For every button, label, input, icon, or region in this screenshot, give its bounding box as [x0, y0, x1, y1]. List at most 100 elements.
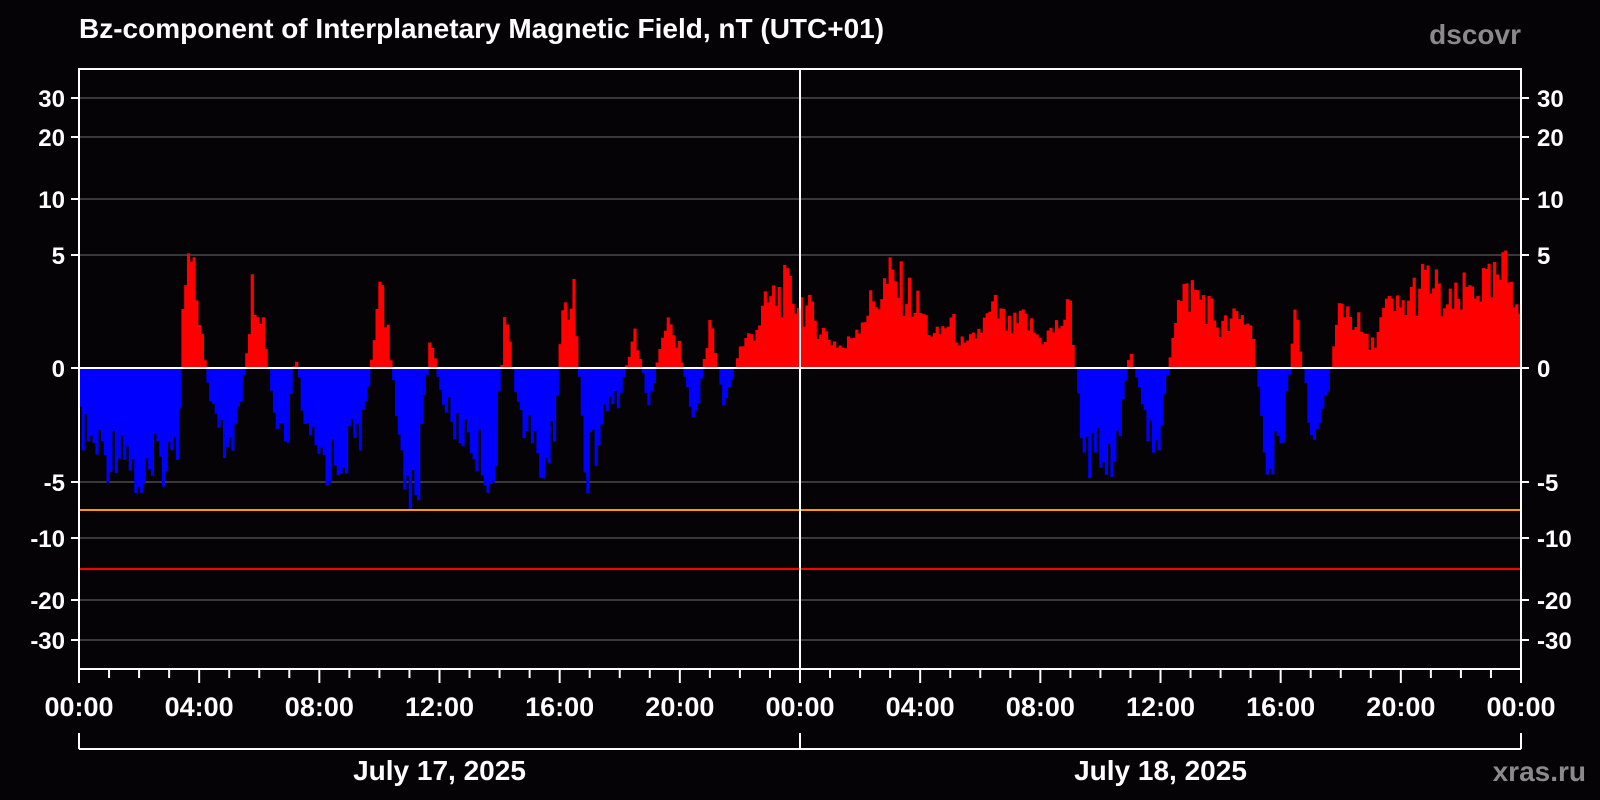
bz-bar	[236, 368, 241, 407]
bz-bar	[1371, 337, 1375, 368]
bz-bar	[944, 328, 948, 368]
bz-bar	[533, 368, 537, 431]
bz-bar	[1121, 368, 1125, 400]
bz-bar	[1415, 315, 1419, 368]
bz-bar	[455, 368, 460, 413]
bz-bar	[572, 279, 576, 368]
bz-bar	[1021, 309, 1025, 368]
y-tick-label-right: -5	[1537, 470, 1558, 497]
bz-bar	[819, 334, 823, 368]
bz-bar	[328, 368, 332, 483]
bz-bar	[1124, 368, 1128, 381]
bz-bar	[749, 334, 754, 368]
bz-bar	[919, 312, 923, 368]
bz-bar	[1501, 252, 1505, 368]
y-tick-label-left: -30	[30, 628, 65, 655]
bz-bar	[317, 368, 321, 454]
bz-bar	[1066, 299, 1070, 368]
bz-bar	[153, 368, 157, 434]
bz-bar	[946, 326, 950, 368]
bz-bar	[436, 368, 440, 377]
bz-bar	[1176, 299, 1181, 368]
bz-bar	[1149, 368, 1153, 421]
bz-bar	[411, 368, 415, 471]
y-tick-label-right: 5	[1537, 243, 1550, 270]
y-tick-label-left: 0	[52, 356, 65, 383]
x-tick-label: 16:00	[1246, 692, 1315, 722]
bz-bar	[935, 326, 939, 368]
bz-bar	[475, 368, 479, 472]
bz-bar	[1057, 328, 1061, 368]
bz-bar	[1470, 286, 1475, 368]
bz-bar	[117, 368, 121, 459]
bz-bar	[1390, 298, 1394, 368]
bz-bar	[824, 331, 828, 368]
bz-bar	[353, 368, 357, 438]
bz-bar	[736, 358, 740, 368]
bz-bar	[1304, 368, 1308, 383]
bz-bar	[516, 368, 521, 402]
bz-bar	[686, 368, 690, 388]
bz-bar	[982, 317, 986, 368]
bz-bar	[827, 340, 831, 368]
bz-bar	[1268, 368, 1272, 469]
bz-bar	[286, 368, 290, 443]
bz-bar	[1029, 318, 1034, 368]
bz-bar	[838, 345, 842, 368]
bz-bar	[1054, 320, 1059, 368]
bz-bar	[1013, 312, 1017, 368]
bz-bar	[866, 315, 870, 368]
bz-bar	[638, 358, 643, 368]
bz-bar	[306, 368, 310, 424]
bz-bar	[1357, 312, 1361, 368]
bz-bar	[1412, 277, 1416, 368]
bz-bar	[322, 368, 327, 455]
bz-bar	[1165, 368, 1170, 376]
bz-bar	[1287, 368, 1292, 375]
bz-bar	[1060, 325, 1064, 368]
bz-bar	[785, 268, 790, 368]
bz-bar	[589, 368, 593, 433]
bz-bar	[1185, 283, 1189, 368]
bz-bar	[927, 335, 931, 368]
bz-bar	[1118, 368, 1122, 437]
bz-bar	[1348, 316, 1353, 368]
bz-bar	[1207, 295, 1211, 368]
bz-bar	[738, 346, 742, 368]
bz-bar	[758, 325, 762, 368]
bz-bar	[425, 368, 429, 375]
bz-bar	[1382, 308, 1386, 368]
bz-bar	[206, 368, 210, 383]
bz-bar	[797, 308, 801, 368]
bz-bar	[1476, 295, 1480, 368]
bz-bar	[1454, 282, 1458, 368]
bz-bar	[1113, 368, 1117, 462]
brand-label: dscovr	[1429, 19, 1521, 50]
bz-bar	[367, 368, 371, 387]
bz-bar	[217, 368, 221, 428]
bz-bar	[1354, 327, 1358, 368]
bz-bar	[469, 368, 473, 454]
bz-bar	[1401, 300, 1405, 368]
bz-bar	[270, 368, 274, 391]
bz-bar	[1498, 279, 1502, 368]
bz-bar	[1321, 368, 1325, 409]
bz-bar	[971, 332, 975, 368]
bz-bar	[724, 368, 729, 399]
bz-bar	[422, 368, 426, 396]
bz-bar	[727, 368, 731, 388]
bz-bar	[278, 368, 282, 424]
bz-bar	[1332, 346, 1336, 368]
bz-bar	[1082, 368, 1086, 453]
date-label: July 17, 2025	[353, 755, 526, 786]
bz-bar	[747, 333, 751, 368]
bz-bar	[611, 368, 615, 405]
bz-bar	[974, 338, 978, 368]
bz-bar	[1487, 263, 1491, 368]
bz-bar	[1448, 288, 1452, 368]
bz-bar	[708, 320, 712, 368]
bz-bar	[156, 368, 160, 442]
bz-bar	[400, 368, 404, 451]
bz-bar	[1459, 309, 1463, 368]
bz-bar	[1343, 317, 1347, 368]
